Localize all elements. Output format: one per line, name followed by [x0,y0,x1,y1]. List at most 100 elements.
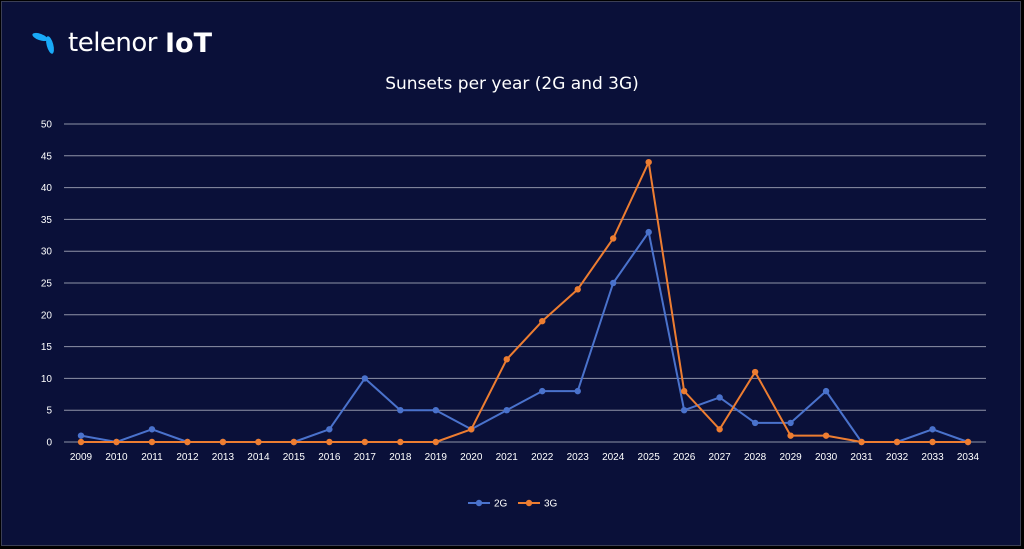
y-axis-tick-labels: 0 5 10 15 20 25 30 35 40 45 50 [41,120,53,449]
legend-label-3G: 3G [544,499,558,510]
x-tick-label: 2012 [176,452,199,463]
data-point-2G [326,426,333,433]
data-point-2G [716,394,723,401]
data-point-3G [858,438,865,446]
data-point-2G [822,387,830,395]
data-point-3G [610,235,617,242]
data-point-2G [787,419,794,427]
x-tick-label: 2024 [602,452,625,463]
data-point-3G [77,438,85,446]
data-point-3G [645,158,652,166]
data-point-3G [574,286,581,293]
data-point-2G [680,407,688,414]
chart-title: Sunsets per year (2G and 3G) [385,74,639,94]
data-point-3G [148,438,156,446]
x-tick-label: 2013 [212,452,235,463]
y-tick-label: 5 [46,406,52,417]
y-tick-label: 15 [41,342,53,353]
x-tick-label: 2017 [354,452,377,463]
data-point-3G [822,432,830,439]
telenor-propeller-icon [32,32,54,54]
data-point-3G [929,438,936,446]
series-2G [77,228,972,446]
y-tick-label: 50 [41,120,53,131]
data-point-2G [148,426,156,433]
data-point-3G [397,438,404,446]
data-point-3G [219,438,227,446]
y-tick-label: 40 [41,183,53,194]
x-tick-label: 2014 [247,452,270,463]
y-tick-label: 45 [41,151,53,162]
data-point-3G [361,438,369,446]
data-point-3G [184,438,191,446]
x-tick-label: 2033 [921,452,944,463]
y-tick-label: 30 [41,247,53,258]
x-tick-label: 2011 [141,452,163,463]
y-tick-label: 10 [41,374,53,385]
data-point-2G [77,432,85,439]
x-tick-label: 2023 [567,452,590,463]
logo-brand-text: telenor [68,28,158,58]
series-3G [77,158,972,446]
data-point-3G [539,317,546,325]
data-point-3G [432,438,439,446]
data-point-2G [361,375,369,382]
x-tick-label: 2018 [389,452,412,463]
data-point-2G [610,279,617,287]
data-point-3G [290,438,298,446]
legend-marker-2G [475,499,483,507]
legend-item-3G: 3G [518,499,558,510]
data-point-2G [432,407,439,414]
data-point-3G [893,438,901,446]
data-point-3G [964,438,972,446]
y-tick-label: 20 [41,310,53,321]
x-tick-label: 2021 [496,452,519,463]
data-point-2G [539,387,546,395]
x-tick-label: 2028 [744,452,767,463]
data-point-3G [255,438,262,446]
legend-item-2G: 2G [468,499,508,510]
x-tick-label: 2019 [425,452,448,463]
x-tick-label: 2009 [70,452,93,463]
data-point-3G [680,387,688,395]
legend-label-2G: 2G [494,499,508,510]
x-tick-label: 2020 [460,452,483,463]
data-point-3G [113,438,120,446]
data-point-2G [645,228,652,236]
chart-gridlines [64,123,986,443]
data-point-3G [751,368,759,376]
x-tick-label: 2029 [779,452,802,463]
data-point-3G [787,432,794,439]
chart-series [77,158,972,446]
y-tick-label: 35 [41,215,53,226]
legend-marker-3G [525,499,533,507]
x-axis-tick-labels: 2009 2010 2011 2012 2013 2014 2015 2016 2017 2018… [70,452,980,463]
data-point-3G [503,356,510,363]
x-tick-label: 2025 [638,452,661,463]
x-tick-label: 2027 [709,452,732,463]
data-point-2G [503,407,510,414]
data-point-3G [326,438,333,446]
x-tick-label: 2022 [531,452,554,463]
logo-product-text: IoT [165,27,213,59]
data-point-3G [716,426,723,433]
data-point-2G [397,407,404,414]
x-tick-label: 2030 [815,452,838,463]
y-tick-label: 0 [46,438,52,449]
data-point-3G [468,426,475,433]
x-tick-label: 2034 [957,452,980,463]
chart-legend: 2G 3G [468,499,558,510]
x-tick-label: 2026 [673,452,696,463]
x-tick-label: 2016 [318,452,341,463]
x-tick-label: 2015 [283,452,306,463]
series-line-3G [81,161,968,443]
telenor-iot-logo: telenor IoT [30,28,212,58]
x-tick-label: 2010 [105,452,128,463]
data-point-2G [929,426,936,433]
x-tick-label: 2032 [886,452,909,463]
data-point-2G [574,387,581,395]
data-point-2G [751,419,759,427]
x-tick-label: 2031 [850,452,873,463]
